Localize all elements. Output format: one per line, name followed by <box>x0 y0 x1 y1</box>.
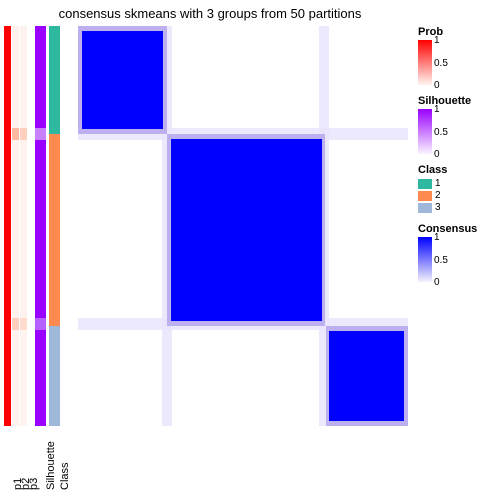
annotation-labels: p1p2p3SilhouetteClass <box>4 430 64 500</box>
anno-label-p3: p3 <box>28 478 40 490</box>
consensus-heatmap <box>78 26 408 426</box>
legend-class-item: 1 <box>418 178 500 189</box>
anno-col-p2 <box>12 26 19 426</box>
legend-silhouette: Silhouette 10.50 <box>418 95 500 154</box>
anno-col-p1 <box>4 26 11 426</box>
anno-label-silhouette: Silhouette <box>45 441 57 490</box>
anno-col-p3 <box>20 26 27 426</box>
legend-class: Class 123 <box>418 164 500 213</box>
anno-label-class: Class <box>59 462 71 490</box>
anno-col-class <box>49 26 60 426</box>
legend-class-item: 3 <box>418 202 500 213</box>
legends: Prob 10.50 Silhouette 10.50 Class 123 Co… <box>418 26 500 292</box>
legend-prob: Prob 10.50 <box>418 26 500 85</box>
figure: consensus skmeans with 3 groups from 50 … <box>0 0 504 504</box>
legend-class-item: 2 <box>418 190 500 201</box>
legend-consensus: Consensus 10.50 <box>418 223 500 282</box>
row-annotations <box>4 26 64 426</box>
chart-title: consensus skmeans with 3 groups from 50 … <box>0 6 420 21</box>
anno-col-silhouette <box>35 26 46 426</box>
